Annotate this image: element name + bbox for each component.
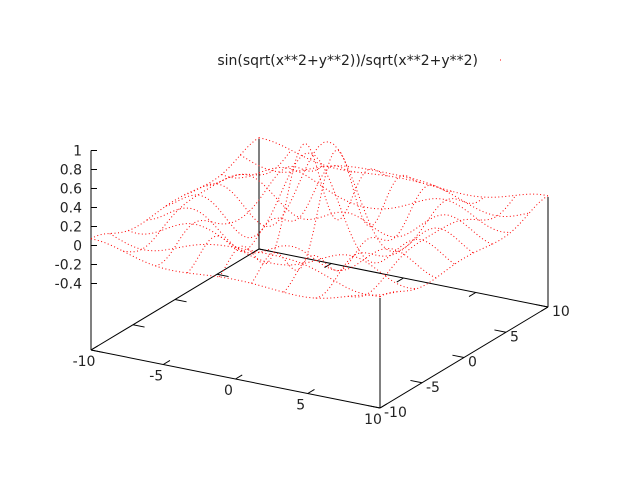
surface-mesh xyxy=(90,137,549,299)
surface-line-y xyxy=(258,137,549,198)
surface-line-x xyxy=(347,194,517,298)
z-tick-label: 0.6 xyxy=(60,182,82,198)
y-tick xyxy=(536,304,549,308)
y-tick-mirror xyxy=(216,273,229,278)
z-tick-label: 0.2 xyxy=(60,220,82,236)
x-tick xyxy=(90,345,98,351)
surface-line-y xyxy=(221,167,511,233)
z-tick-label: 0 xyxy=(73,239,82,255)
y-tick xyxy=(494,329,507,333)
y-tick-mirror xyxy=(132,324,145,328)
surface-line-y xyxy=(165,152,455,265)
y-tick-mirror xyxy=(174,299,187,303)
x-tick-mirror xyxy=(541,306,549,312)
surface-line-x xyxy=(90,137,260,240)
x-tick xyxy=(307,389,315,394)
y-tick xyxy=(368,405,381,409)
x-tick-label: -10 xyxy=(73,354,96,370)
surface-line-y xyxy=(90,238,381,299)
surface-line-x xyxy=(155,164,324,267)
axes xyxy=(90,139,549,409)
x-tick-label: 5 xyxy=(296,398,305,414)
z-tick-label: 1 xyxy=(73,144,82,160)
y-tick-label: 10 xyxy=(552,304,570,320)
z-tick-label: 0.4 xyxy=(60,201,82,217)
y-tick xyxy=(410,379,423,384)
x-tick-label: -5 xyxy=(149,369,163,385)
x-tick-label: 10 xyxy=(364,412,382,428)
surface-line-y xyxy=(202,173,493,245)
surface-line-y xyxy=(109,233,399,296)
legend-label: sin(sqrt(x**2+y**2))/sqrt(x**2+y**2) xyxy=(217,53,478,69)
surface-line-x xyxy=(315,196,485,299)
x-tick-mirror xyxy=(396,277,404,283)
surface-line-x xyxy=(123,149,292,253)
y-tick-label: 5 xyxy=(510,329,519,345)
surface-line-y xyxy=(146,207,437,279)
surface-line-x xyxy=(251,149,420,284)
surface-line-x xyxy=(379,195,549,298)
y-tick-label: 0 xyxy=(468,355,477,371)
y-tick xyxy=(452,354,465,358)
y-tick-mirror xyxy=(90,349,103,353)
surface-line-x xyxy=(283,184,452,293)
y-tick-label: -10 xyxy=(384,405,407,421)
surface-line-y xyxy=(128,223,418,290)
surface-line-x xyxy=(219,143,388,278)
x-tick-label: 0 xyxy=(224,383,233,399)
y-tick-mirror xyxy=(258,248,271,252)
x-tick-mirror xyxy=(468,292,477,297)
surface-line-y xyxy=(240,154,530,218)
x-tick xyxy=(379,403,387,409)
y-tick-label: -5 xyxy=(426,380,440,396)
x-tick xyxy=(235,374,243,380)
z-tick-label: -0.2 xyxy=(55,258,82,274)
z-tick-label: 0.8 xyxy=(60,163,82,179)
z-tick-label: -0.4 xyxy=(55,277,82,293)
x-tick xyxy=(162,360,171,365)
surface-line-x xyxy=(186,165,356,274)
surface-line-y xyxy=(184,141,474,254)
